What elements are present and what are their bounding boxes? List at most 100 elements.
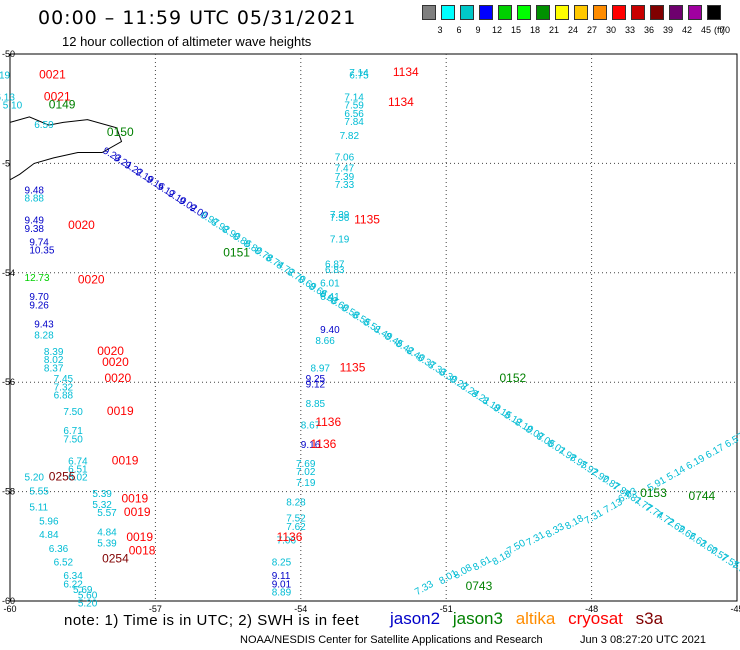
- footer-timestamp: Jun 3 08:27:20 UTC 2021: [580, 634, 706, 646]
- wave-height-label: 7.39: [335, 172, 355, 183]
- legend-label: 18: [529, 25, 540, 35]
- pass-time-label: 0020: [105, 371, 132, 385]
- wave-height-label: 7.45: [54, 374, 74, 385]
- pass-time-label: 0020: [102, 355, 129, 369]
- wave-height-label: 7.31: [583, 508, 606, 527]
- legend-label: 6: [456, 25, 462, 35]
- wave-height-label: 10.35: [29, 246, 54, 257]
- pass-time-label: 0019: [112, 453, 139, 467]
- wave-height-label: 5.11: [29, 503, 48, 514]
- pass-time-label: 1135: [340, 360, 366, 374]
- pass-time-label: 0254: [102, 552, 129, 566]
- wave-height-label: 5.57: [97, 508, 117, 519]
- wave-height-label: 6.58: [738, 420, 740, 439]
- pass-time-label: 0149: [49, 98, 76, 112]
- satellite-jason2: jason2: [390, 609, 441, 628]
- legend-swatch: [631, 5, 645, 20]
- pass-time-label: 0020: [97, 344, 124, 358]
- wave-height-label: 8.89: [272, 588, 292, 599]
- pass-time-label: 1136: [315, 415, 341, 429]
- landmass-outline: [9, 116, 123, 181]
- wave-height-label: 7.84: [344, 117, 364, 128]
- wave-height-label: 7.32: [54, 382, 74, 393]
- pass-time-label: 0020: [78, 273, 105, 287]
- wave-height-label: 7.39: [330, 210, 350, 221]
- wave-height-label: 9.43: [34, 320, 54, 331]
- pass-time-label: 0021: [39, 68, 66, 82]
- wave-height-label: 5.20: [25, 473, 45, 484]
- wave-height-label: 6.34: [63, 571, 83, 582]
- wave-height-label: 9.70: [29, 292, 49, 303]
- wave-height-label: 7.47: [335, 164, 355, 175]
- wave-height-label: 6.56: [344, 109, 364, 120]
- legend-label: 33: [624, 25, 635, 35]
- wave-height-label: 5.60: [78, 590, 98, 601]
- legend-swatch: [707, 5, 721, 20]
- wave-height-label: 5.69: [73, 585, 93, 596]
- legend-unit: (ft): [714, 25, 725, 35]
- wave-height-label: 7.14: [349, 68, 369, 79]
- pass-time-label: 0021: [44, 89, 71, 103]
- wave-height-label: 6.19: [685, 453, 708, 472]
- wave-height-label: 7.50: [63, 434, 83, 445]
- wave-height-label: 9.38: [25, 224, 45, 235]
- x-tick-label: -45: [730, 604, 740, 614]
- wave-height-label: 8.28: [34, 330, 54, 341]
- wave-height-label: 9.11: [272, 571, 291, 582]
- wave-height-label: 9.40: [320, 325, 340, 336]
- legend-swatch: [460, 5, 474, 20]
- wave-height-label: 7.19: [296, 478, 316, 489]
- legend-swatch: [669, 5, 683, 20]
- x-tick-label: -57: [149, 604, 162, 614]
- x-tick-label: -51: [440, 604, 453, 614]
- legend-label: 42: [681, 25, 692, 35]
- satellite-jason3: jason3: [452, 609, 503, 628]
- legend-label: 12: [491, 25, 502, 35]
- wave-height-label: 7.69: [296, 459, 316, 470]
- pass-time-label: 0019: [121, 492, 148, 506]
- pass-time-label: 1134: [388, 95, 414, 109]
- legend-label: 30: [605, 25, 616, 35]
- pass-time-label: 0153: [640, 486, 667, 500]
- wave-height-label: 9.74: [29, 237, 49, 248]
- legend-swatch: [422, 5, 436, 20]
- wave-height-label: 6.74: [68, 456, 88, 467]
- page-title: 00:00 – 11:59 UTC 05/31/2021: [38, 7, 357, 29]
- wave-height-label: 8.88: [25, 194, 45, 205]
- wave-height-label: 8.85: [306, 399, 326, 410]
- wave-height-label: 6.02: [68, 473, 88, 484]
- wave-height-label: 9.12: [306, 380, 326, 391]
- wave-height-label: 6.59: [34, 120, 54, 131]
- pass-time-label: 0019: [124, 505, 151, 519]
- wave-height-label: 7.62: [286, 522, 306, 533]
- wave-height-label: 6.87: [325, 259, 345, 270]
- pass-time-label: 0018: [129, 544, 156, 558]
- wave-height-label: 5.39: [97, 538, 117, 549]
- wave-height-label: 6.36: [49, 544, 69, 555]
- legend-swatch: [555, 5, 569, 20]
- legend-label: 3: [437, 25, 443, 35]
- wave-height-label: 9.25: [306, 374, 326, 385]
- wave-height-label: 8.02: [44, 355, 64, 366]
- wave-height-label: 6.51: [68, 464, 88, 475]
- wave-height-label: 6.52: [54, 557, 74, 568]
- legend-label: 36: [643, 25, 654, 35]
- satellite-key: jason2 jason3 altika cryosat s3a: [390, 609, 671, 629]
- footnote: note: 1) Time is in UTC; 2) SWH is in fe…: [64, 612, 360, 629]
- wave-height-label: 5.55: [29, 486, 49, 497]
- y-tick-label: -58: [2, 487, 15, 497]
- wave-height-label: 9.26: [29, 300, 49, 311]
- pass-time-label: 0152: [500, 371, 527, 385]
- pass-time-label: 1134: [393, 65, 419, 79]
- pass-time-label: 1135: [354, 213, 380, 227]
- wave-height-label: 8.61: [471, 554, 494, 573]
- wave-height-label: 7.19: [330, 235, 350, 246]
- wave-height-label: 9.01: [272, 579, 292, 590]
- x-tick-label: -54: [294, 604, 307, 614]
- wave-height-label: 7.82: [340, 131, 360, 142]
- pass-time-label: 1136: [310, 437, 336, 451]
- wave-height-label: 6.13: [0, 92, 15, 103]
- pass-time-label: 0020: [68, 218, 95, 232]
- wave-height-label: 6.71: [63, 426, 83, 437]
- pass-time-label: 0150: [107, 125, 134, 139]
